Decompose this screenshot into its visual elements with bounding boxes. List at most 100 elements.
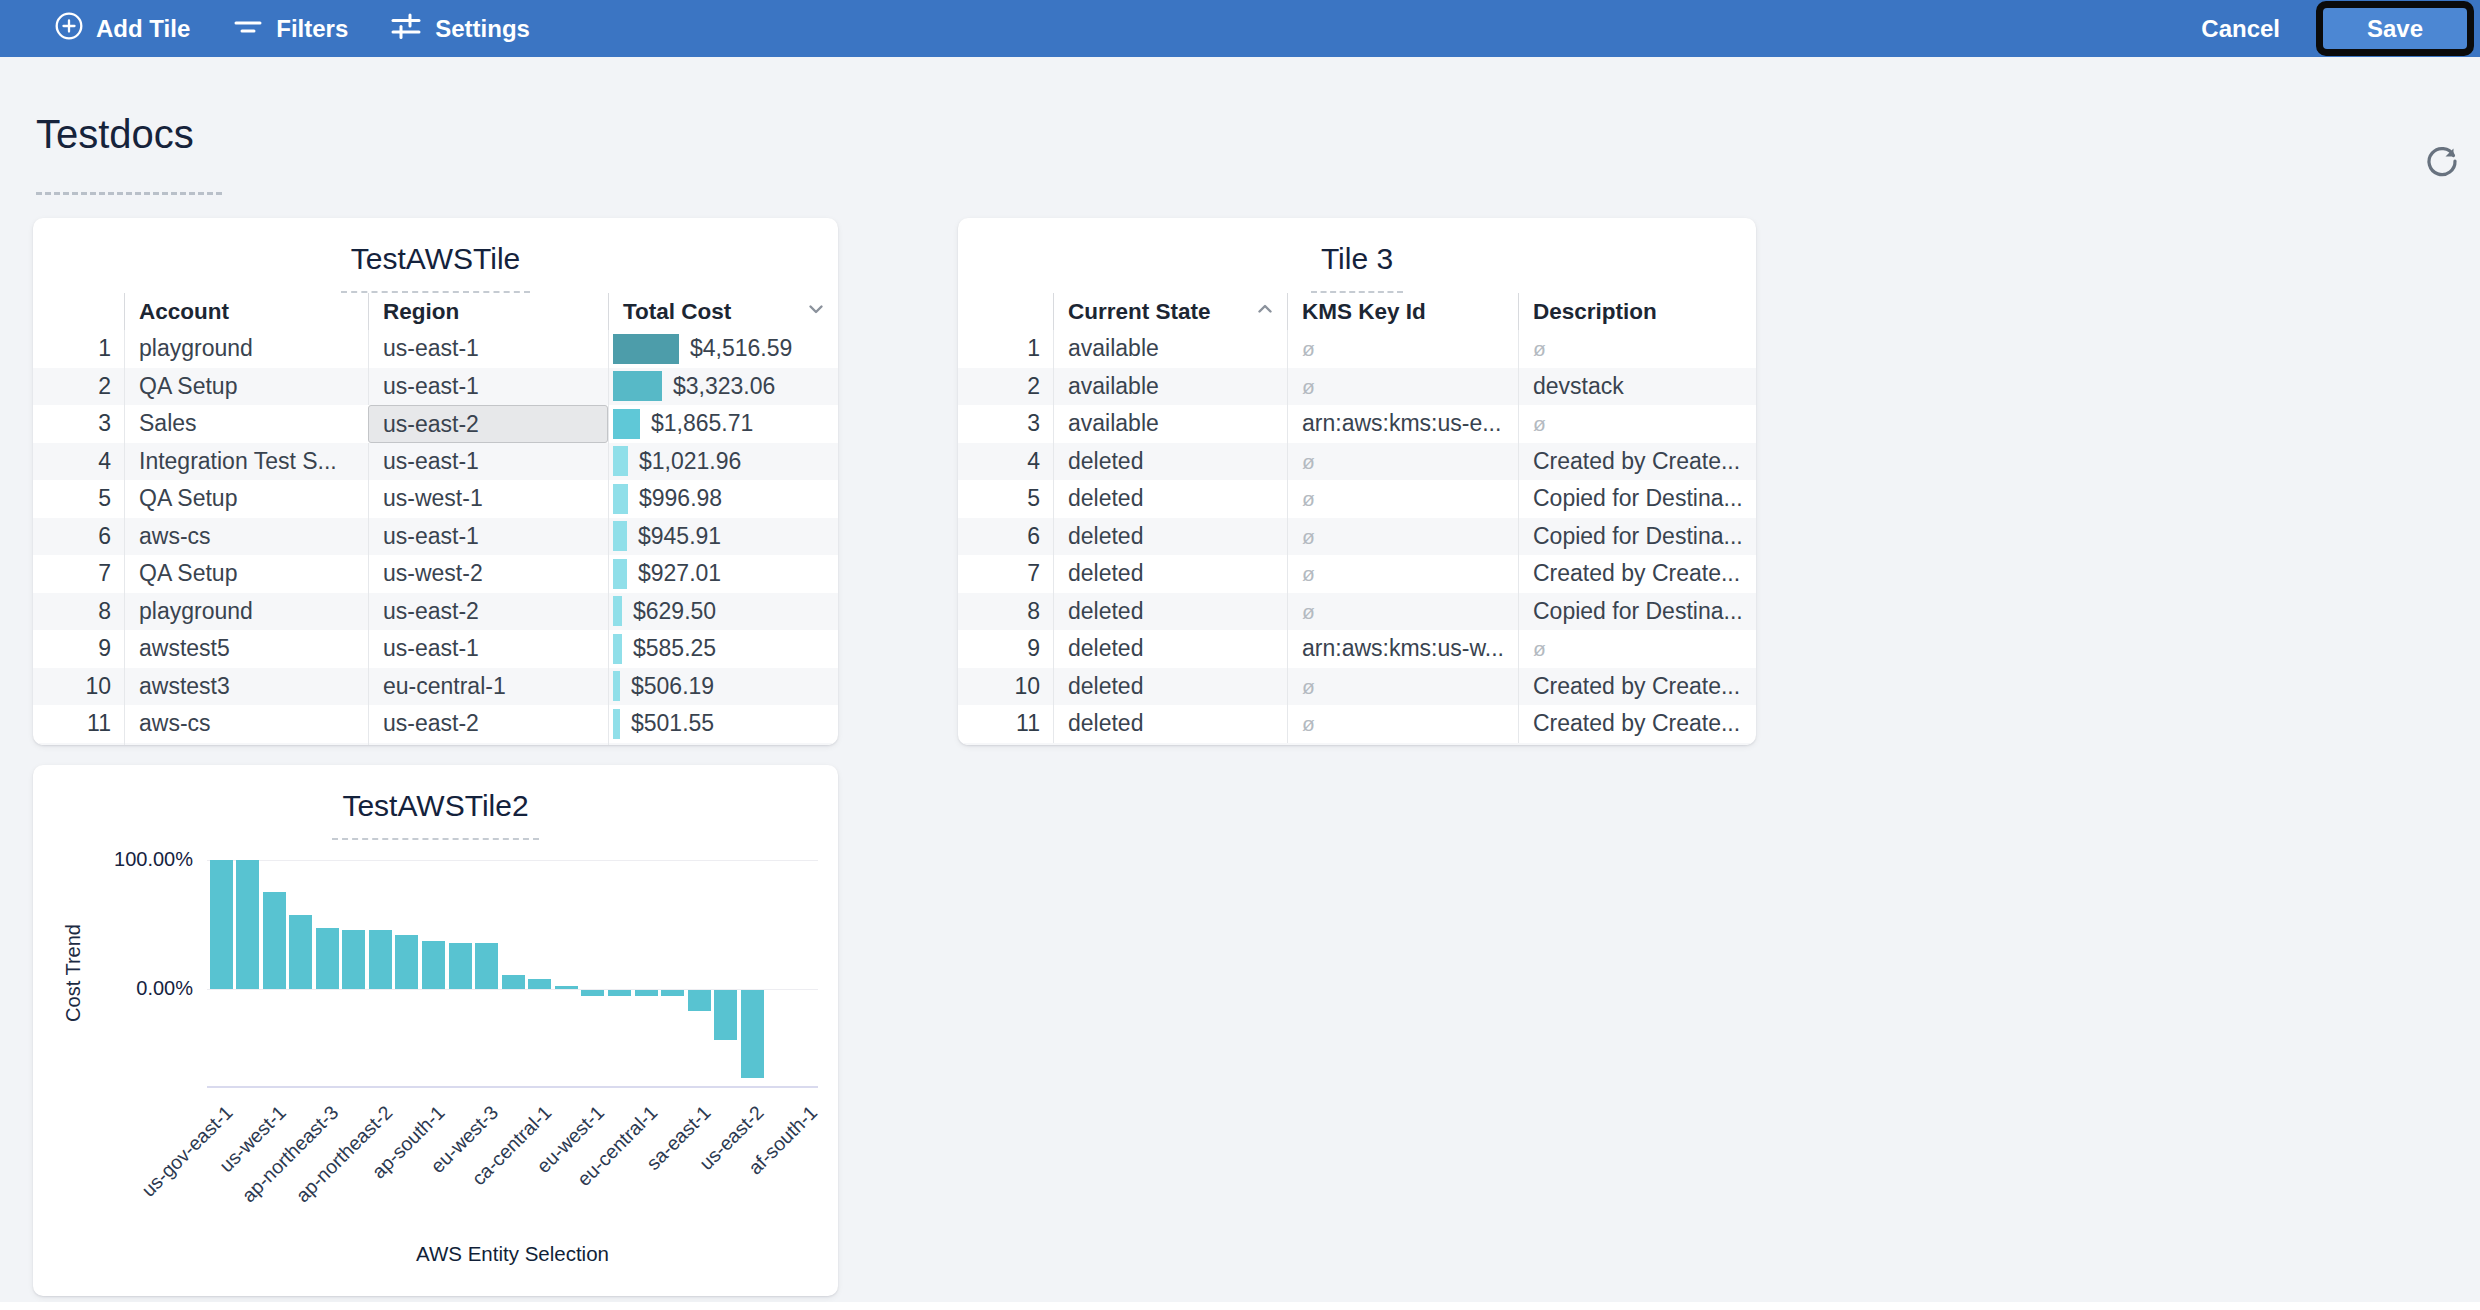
kms-key-id-cell[interactable]: ø: [1287, 705, 1518, 743]
total-cost-cell[interactable]: $4,516.59: [608, 330, 838, 368]
table-row: 10awstest3eu-central-1$506.19: [33, 668, 838, 706]
account-cell[interactable]: QA Setup: [124, 480, 368, 518]
account-cell[interactable]: Integration Test S...: [124, 443, 368, 481]
region-cell[interactable]: us-west-2: [368, 555, 608, 593]
region-cell[interactable]: us-east-1: [368, 330, 608, 368]
settings-button[interactable]: Settings: [390, 11, 530, 47]
current-state-cell[interactable]: deleted: [1053, 668, 1287, 706]
account-cell[interactable]: awstest5: [124, 630, 368, 668]
kms-key-id-cell[interactable]: ø: [1287, 330, 1518, 368]
dashboard-edit-page: Add Tile Filters Settings Cancel Save: [0, 0, 2480, 1310]
total-cost-cell[interactable]: $501.55: [608, 705, 838, 743]
region-cell[interactable]: us-east-1: [368, 518, 608, 556]
description-cell[interactable]: devstack: [1518, 368, 1756, 406]
current-state-cell[interactable]: deleted: [1053, 443, 1287, 481]
kms-key-id-cell[interactable]: ø: [1287, 480, 1518, 518]
kms-key-id-cell[interactable]: ø: [1287, 593, 1518, 631]
null-value: ø: [1302, 450, 1315, 473]
current-state-cell[interactable]: available: [1053, 330, 1287, 368]
current-state-cell[interactable]: deleted: [1053, 705, 1287, 743]
kms-key-id-cell[interactable]: arn:aws:kms:us-w...: [1287, 630, 1518, 668]
chevron-up-icon[interactable]: [1255, 299, 1275, 325]
tile-title[interactable]: TestAWSTile: [33, 242, 838, 293]
tile1-col-account[interactable]: Account: [124, 293, 368, 330]
kms-key-id-cell[interactable]: ø: [1287, 368, 1518, 406]
region-cell[interactable]: us-east-2: [368, 705, 608, 743]
kms-key-id-cell[interactable]: ø: [1287, 518, 1518, 556]
tile1-col-region[interactable]: Region: [368, 293, 608, 330]
refresh-button[interactable]: [2420, 140, 2464, 184]
region-cell[interactable]: eu-central-1: [368, 668, 608, 706]
total-cost-cell[interactable]: $3,323.06: [608, 368, 838, 406]
kms-key-id-cell[interactable]: ø: [1287, 443, 1518, 481]
current-state-cell[interactable]: deleted: [1053, 555, 1287, 593]
total-cost-cell[interactable]: $996.98: [608, 480, 838, 518]
save-button[interactable]: Save: [2323, 8, 2467, 49]
description-cell[interactable]: ø: [1518, 630, 1756, 668]
description-cell[interactable]: ø: [1518, 330, 1756, 368]
total-cost-cell[interactable]: $927.01: [608, 555, 838, 593]
region-cell[interactable]: us-west-1: [368, 480, 608, 518]
row-number-cell: 10: [958, 668, 1053, 706]
chart-bar: [688, 990, 711, 1011]
kms-key-id-cell[interactable]: ø: [1287, 668, 1518, 706]
current-state-cell[interactable]: deleted: [1053, 630, 1287, 668]
account-cell[interactable]: QA Setup: [124, 368, 368, 406]
kms-key-id-cell[interactable]: ø: [1287, 555, 1518, 593]
description-cell[interactable]: Copied for Destina...: [1518, 518, 1756, 556]
kms-key-id-cell[interactable]: arn:aws:kms:us-e...: [1287, 405, 1518, 443]
sliders-icon: [390, 11, 423, 47]
account-cell[interactable]: awstest3: [124, 668, 368, 706]
add-tile-button[interactable]: Add Tile: [54, 11, 190, 47]
total-cost-cell[interactable]: $1,865.71: [608, 405, 838, 443]
tile-title[interactable]: TestAWSTile2: [33, 789, 838, 840]
filters-button[interactable]: Filters: [232, 11, 348, 47]
account-cell[interactable]: playground: [124, 330, 368, 368]
description-cell[interactable]: Created by Create...: [1518, 555, 1756, 593]
region-cell[interactable]: us-east-1: [368, 630, 608, 668]
region-cell[interactable]: us-east-1: [368, 368, 608, 406]
null-value: ø: [1533, 337, 1546, 360]
account-cell[interactable]: playground: [124, 593, 368, 631]
tile2-col-kmskeyid[interactable]: KMS Key Id: [1287, 293, 1518, 330]
current-state-cell[interactable]: deleted: [1053, 593, 1287, 631]
total-cost-cell[interactable]: $506.19: [608, 668, 838, 706]
row-number-cell: 1: [33, 330, 124, 368]
tile-tile3[interactable]: Tile 3 Current State KMS Key Id Descript…: [958, 218, 1756, 745]
total-cost-cell[interactable]: $1,021.96: [608, 443, 838, 481]
description-cell[interactable]: Created by Create...: [1518, 443, 1756, 481]
description-cell[interactable]: Copied for Destina...: [1518, 480, 1756, 518]
tile-title[interactable]: Tile 3: [958, 242, 1756, 293]
tile1-col-totalcost[interactable]: Total Cost: [608, 293, 838, 330]
total-cost-cell[interactable]: $945.91: [608, 518, 838, 556]
tile-testawstile2-chart[interactable]: TestAWSTile2 100.00% 0.00% Cost Trend us…: [33, 765, 838, 1296]
account-cell[interactable]: aws-cs: [124, 705, 368, 743]
cost-value: $506.19: [631, 668, 714, 706]
current-state-cell[interactable]: deleted: [1053, 518, 1287, 556]
region-cell[interactable]: us-east-1: [368, 443, 608, 481]
tile2-col-description[interactable]: Description: [1518, 293, 1756, 330]
total-cost-cell[interactable]: $585.25: [608, 630, 838, 668]
table-row: 7QA Setupus-west-2$927.01: [33, 555, 838, 593]
current-state-cell[interactable]: deleted: [1053, 480, 1287, 518]
account-cell[interactable]: Sales: [124, 405, 368, 443]
description-cell[interactable]: ø: [1518, 405, 1756, 443]
cancel-button[interactable]: Cancel: [2195, 14, 2286, 44]
total-cost-cell[interactable]: $629.50: [608, 593, 838, 631]
description-cell[interactable]: Copied for Destina...: [1518, 593, 1756, 631]
description-cell[interactable]: Created by Create...: [1518, 705, 1756, 743]
tile-testawstile[interactable]: TestAWSTile Account Region Total Cost 1p…: [33, 218, 838, 745]
y-tick-100: 100.00%: [43, 848, 193, 871]
chart-bar: [661, 990, 684, 996]
tile2-col-currentstate[interactable]: Current State: [1053, 293, 1287, 330]
description-cell[interactable]: Created by Create...: [1518, 668, 1756, 706]
page-title[interactable]: Testdocs: [36, 112, 194, 157]
page-title-edit-underline: [36, 192, 222, 195]
region-cell-selected[interactable]: us-east-2: [368, 405, 608, 443]
account-cell[interactable]: QA Setup: [124, 555, 368, 593]
current-state-cell[interactable]: available: [1053, 405, 1287, 443]
chevron-down-icon[interactable]: [806, 299, 826, 325]
account-cell[interactable]: aws-cs: [124, 518, 368, 556]
region-cell[interactable]: us-east-2: [368, 593, 608, 631]
current-state-cell[interactable]: available: [1053, 368, 1287, 406]
